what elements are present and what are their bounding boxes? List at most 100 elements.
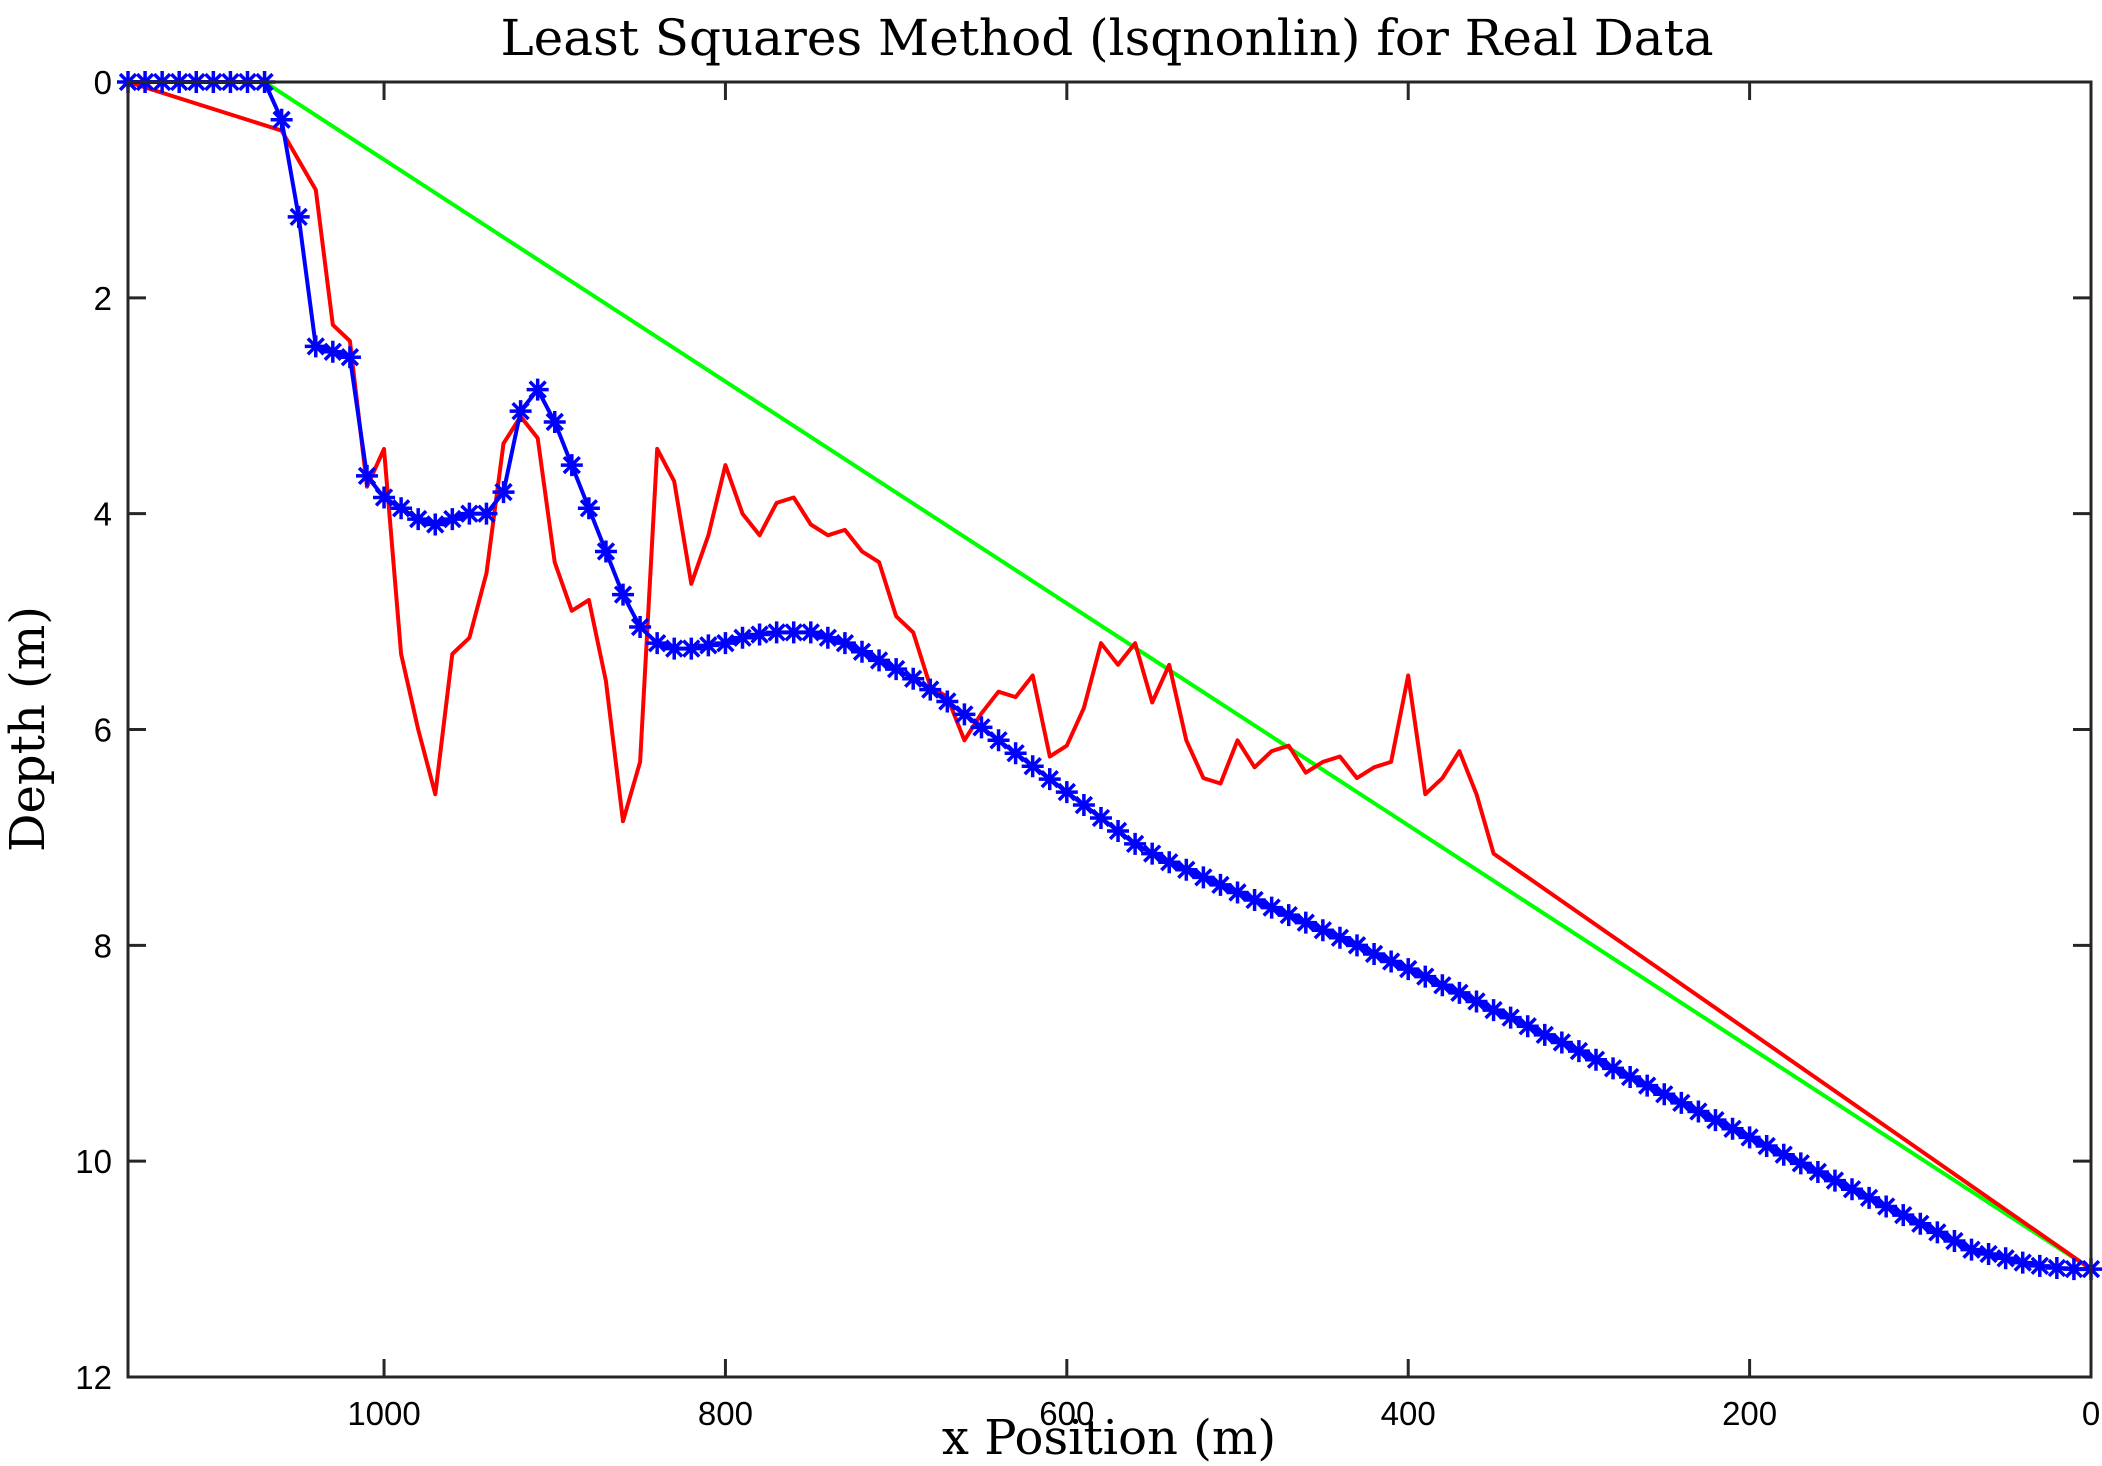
series-2-point <box>1260 896 1283 919</box>
series-line-0 <box>128 80 2093 1271</box>
series-2-point <box>270 108 293 131</box>
series-2-point <box>1346 934 1369 957</box>
series-2-point <box>680 637 703 660</box>
series-2-point <box>594 540 617 563</box>
series-2-point <box>1465 990 1488 1013</box>
series-2-point <box>492 481 515 504</box>
series-2-point <box>1311 919 1334 942</box>
series-line-1 <box>127 80 2093 1271</box>
series-2-point <box>1841 1178 1864 1201</box>
x-tick-label: 400 <box>1381 1395 1436 1432</box>
series-2-point <box>1977 1242 2000 1265</box>
series-2-point <box>373 486 396 509</box>
y-tick-label: 4 <box>94 496 112 533</box>
y-tick-label: 2 <box>94 280 112 317</box>
series-2-point <box>1277 904 1300 927</box>
series-2-point <box>543 410 566 433</box>
series-2-point <box>731 626 754 649</box>
series-2-point <box>799 621 822 644</box>
series-2-point <box>1738 1126 1761 1149</box>
series-2-point <box>577 497 600 520</box>
series-2-point <box>1994 1247 2017 1270</box>
series-2-point <box>663 637 686 660</box>
series-2-point <box>2062 1258 2085 1281</box>
series-2-point <box>1499 1006 1522 1029</box>
series-2-point <box>1124 832 1147 855</box>
series-line-2 <box>128 80 2091 1272</box>
series-2-point <box>1414 965 1437 988</box>
series-2-point <box>936 690 959 713</box>
series-2-point <box>304 335 327 358</box>
series-2-point <box>1004 742 1027 765</box>
series-2-point <box>355 464 378 487</box>
series-2-point <box>1602 1057 1625 1080</box>
series-2-point <box>1636 1074 1659 1097</box>
series-2-point <box>1772 1143 1795 1166</box>
series-2-point <box>1550 1031 1573 1054</box>
x-tick-label: 600 <box>1039 1395 1094 1432</box>
series-2-point <box>526 378 549 401</box>
series-2-point <box>1687 1100 1710 1123</box>
series-2-point <box>424 513 447 536</box>
ticks-layer: 1000 800 600 400 200 0 0 2 4 6 8 10 12 <box>75 64 2100 1432</box>
series-2-point <box>1448 981 1471 1004</box>
y-tick-label: 12 <box>75 1359 112 1396</box>
series-2-point <box>1943 1230 1966 1253</box>
series-2-point <box>338 346 361 369</box>
series-2-point <box>1567 1040 1590 1063</box>
series-2-point <box>629 615 652 638</box>
series-2-point <box>714 632 737 655</box>
x-tick-label: 1000 <box>347 1395 420 1432</box>
series-2-point <box>1755 1135 1778 1158</box>
series-2-point <box>1226 881 1249 904</box>
series-2-point <box>390 497 413 520</box>
series-2-point <box>1926 1221 1949 1244</box>
series-2-point <box>1431 974 1454 997</box>
series-2-point <box>1021 755 1044 778</box>
series-2-point <box>833 632 856 655</box>
series-2-point <box>1670 1091 1693 1114</box>
series-2-point <box>850 640 873 663</box>
series-2-point <box>1823 1169 1846 1192</box>
series-2-point <box>902 667 925 690</box>
series-2-point <box>1875 1195 1898 1218</box>
series-2-point <box>1141 842 1164 865</box>
series-2-point <box>1704 1109 1727 1132</box>
series-2-point <box>1294 911 1317 934</box>
series-2-point <box>1175 858 1198 881</box>
series-2-point <box>1653 1083 1676 1106</box>
series-2-point <box>1072 794 1095 817</box>
series-2-point <box>287 205 310 228</box>
x-axis-label: x Position (m) <box>942 1410 1276 1466</box>
series-2-point <box>987 729 1010 752</box>
plot-area: 1000 800 600 400 200 0 0 2 4 6 8 10 12 <box>75 64 2102 1432</box>
series-2-point <box>1055 781 1078 804</box>
series-2-point <box>885 658 908 681</box>
series-2-point <box>1619 1065 1642 1088</box>
series-2-point <box>953 703 976 726</box>
series-2-point <box>765 621 788 644</box>
series-2-point <box>1892 1204 1915 1227</box>
series-2-point <box>560 454 583 477</box>
series-2-point <box>1721 1117 1744 1140</box>
x-tick-label: 200 <box>1722 1395 1777 1432</box>
series-2-point <box>509 400 532 423</box>
series-2-point <box>612 583 635 606</box>
series-2-point <box>2011 1251 2034 1274</box>
series-2-point <box>868 649 891 672</box>
y-axis-label: Depth (m) <box>0 606 56 852</box>
series-2-point <box>1533 1023 1556 1046</box>
series-2-point <box>748 623 771 646</box>
series-2-point <box>407 508 430 531</box>
series-2-point <box>441 508 464 531</box>
series-2-point <box>1960 1238 1983 1261</box>
series-2-point <box>919 678 942 701</box>
y-tick-label: 0 <box>94 64 112 101</box>
series-2-point <box>1909 1212 1932 1235</box>
series-2-point <box>1584 1048 1607 1071</box>
series-2-point <box>1328 926 1351 949</box>
series-2-point <box>1380 950 1403 973</box>
series-2-point <box>458 502 481 525</box>
chart-title: Least Squares Method (lsqnonlin) for Rea… <box>500 9 1713 67</box>
